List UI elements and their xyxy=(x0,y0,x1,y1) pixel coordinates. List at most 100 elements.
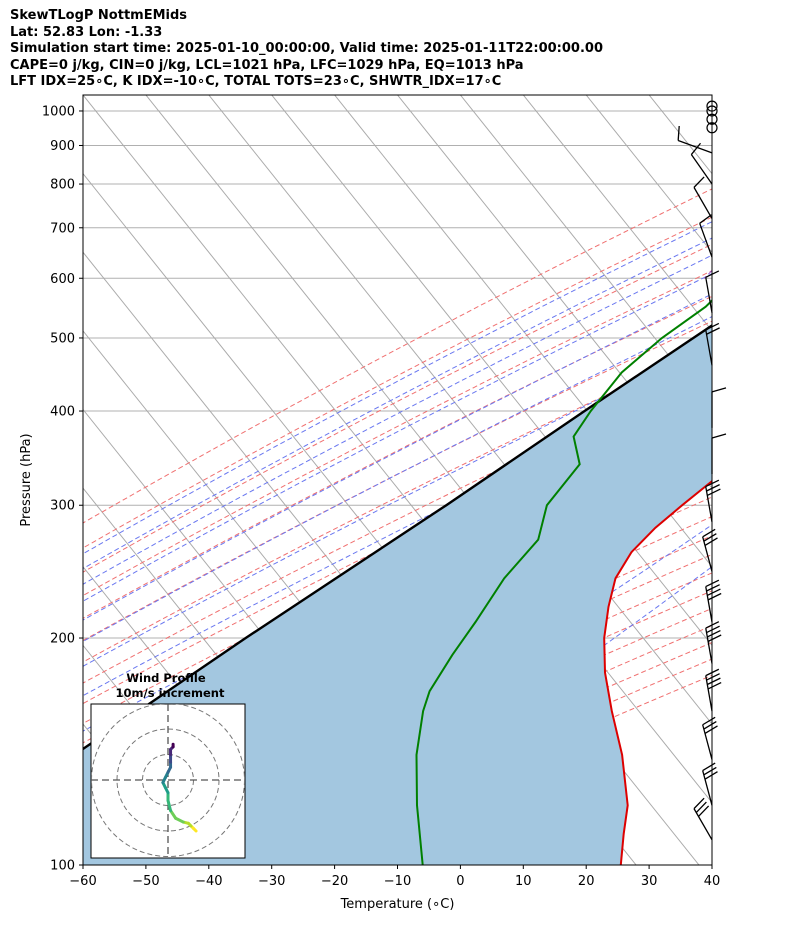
moist-adiabat-line xyxy=(83,273,712,602)
station-title: SkewTLogP NottmEMids xyxy=(10,8,188,23)
wind-barb-flag xyxy=(707,677,721,686)
y-tick-label: 400 xyxy=(50,405,75,420)
dewpoint-line xyxy=(415,299,712,865)
moist-adiabat-line xyxy=(144,524,712,865)
hodograph-subtitle: 10m/s increment xyxy=(116,686,225,700)
wind-barb-staff xyxy=(702,724,713,760)
wind-barb-flag xyxy=(702,528,716,538)
wind-barb-staff xyxy=(705,329,713,366)
y-tick-label: 1000 xyxy=(42,104,75,119)
wind-barb-flag xyxy=(706,484,720,492)
x-tick-label: 40 xyxy=(704,874,721,889)
isotherm-line xyxy=(145,95,712,804)
wind-barb-flag xyxy=(693,797,705,810)
wind-barb-flag xyxy=(706,673,720,681)
wind-barb-flag xyxy=(704,725,718,735)
x-tick-label: −20 xyxy=(321,874,348,889)
y-tick-label: 600 xyxy=(50,272,75,287)
wind-barb-flag xyxy=(711,433,727,439)
wind-barb-staff xyxy=(677,139,713,154)
y-tick-label: 200 xyxy=(50,632,75,647)
wind-barb-flag xyxy=(704,771,718,780)
y-tick-label: 100 xyxy=(50,859,75,874)
wind-barb-flag xyxy=(707,488,721,497)
wind-barb-staff xyxy=(693,187,713,219)
simulation-times: Simulation start time: 2025-01-10_00:00:… xyxy=(10,41,603,56)
wind-barb-flag xyxy=(707,630,721,638)
wind-barb-flag xyxy=(707,681,722,690)
wind-barb-staff xyxy=(699,223,713,258)
dry-adiabat-line xyxy=(83,270,712,597)
isotherm-line xyxy=(711,95,712,96)
wind-barb-staff xyxy=(705,675,713,712)
moist-adiabat-line xyxy=(83,254,712,585)
wind-barb-staff xyxy=(702,770,713,806)
wind-barb-flag xyxy=(703,766,717,776)
x-tick-label: −30 xyxy=(258,874,285,889)
y-tick-label: 900 xyxy=(50,139,75,154)
hodograph-trace-segment xyxy=(166,798,173,813)
wind-barb-flag xyxy=(702,762,716,772)
x-tick-label: −60 xyxy=(69,874,96,889)
dry-adiabat-line xyxy=(83,243,712,573)
isotherm-line xyxy=(775,95,794,865)
isotherm-line xyxy=(522,95,712,332)
wind-barb-flag xyxy=(702,716,716,726)
dry-adiabat-line xyxy=(83,344,712,663)
x-tick-label: −50 xyxy=(132,874,159,889)
x-tick-label: −40 xyxy=(195,874,222,889)
wind-barb-flag xyxy=(707,592,722,601)
wind-barb-flag xyxy=(707,588,721,597)
mixing-ratio-line xyxy=(737,95,794,278)
isotherm-line xyxy=(585,95,712,254)
x-axis-label: Temperature (∘C) xyxy=(340,897,455,912)
parcel-profile-line xyxy=(83,323,712,751)
wind-barb-flag xyxy=(695,801,707,813)
y-axis-label: Pressure (hPa) xyxy=(19,433,34,526)
stability-indices: LFT IDX=25∘C, K IDX=-10∘C, TOTAL TOTS=23… xyxy=(10,74,502,89)
wind-barb-flag xyxy=(699,214,712,224)
convective-parameters: CAPE=0 j/kg, CIN=0 j/kg, LCL=1021 hPa, L… xyxy=(10,57,524,73)
chart-header: SkewTLogP NottmEMids Lat: 52.83 Lon: -1.… xyxy=(10,8,603,91)
wind-barb-staff xyxy=(702,536,713,572)
hodograph-trace-segment xyxy=(169,809,178,820)
wind-barb-flag xyxy=(706,625,720,634)
wind-barb-staff xyxy=(705,277,713,313)
dry-adiabat-line xyxy=(83,535,712,835)
wind-barb-flag xyxy=(693,176,705,188)
x-tick-label: −10 xyxy=(384,874,411,889)
wind-barb-flag xyxy=(677,125,680,141)
wind-barb-flag xyxy=(711,387,727,393)
wind-barb-staff xyxy=(705,627,713,664)
axes: −60 −50 −40 −30 −20 −10 0 10 20 30 40 100 200 300 400 5… xyxy=(19,94,721,912)
y-tick-label: 800 xyxy=(50,178,75,193)
wind-barb-flag xyxy=(706,584,720,592)
wind-barb-staff xyxy=(705,486,713,523)
x-tick-label: 30 xyxy=(641,874,658,889)
isotherm-line xyxy=(460,95,712,411)
station-location: Lat: 52.83 Lon: -1.33 xyxy=(10,24,163,40)
hodograph-ring xyxy=(91,704,245,857)
y-tick-label: 300 xyxy=(50,499,75,514)
wind-barb-staff xyxy=(705,586,713,623)
dry-adiabat-line xyxy=(83,216,712,549)
moist-adiabat-line xyxy=(83,237,712,570)
hodograph-content xyxy=(91,704,245,858)
y-tick-label: 700 xyxy=(50,221,75,236)
dry-adiabat-line xyxy=(83,295,712,619)
temperature-line xyxy=(603,479,712,865)
x-tick-label: 10 xyxy=(515,874,532,889)
hodograph-title: Wind Profile xyxy=(126,671,206,685)
wind-barb-flag xyxy=(707,634,722,642)
wind-barb-flag xyxy=(703,533,717,542)
wind-barb-staff xyxy=(690,154,713,185)
x-tick-label: 0 xyxy=(456,874,464,889)
wind-barb-flag xyxy=(703,721,717,730)
wind-barb-flag xyxy=(690,142,702,155)
moist-adiabat-line xyxy=(83,293,712,621)
x-tick-label: 20 xyxy=(578,874,595,889)
wind-barb-flag xyxy=(706,327,720,335)
wind-barb-flag xyxy=(698,805,710,817)
